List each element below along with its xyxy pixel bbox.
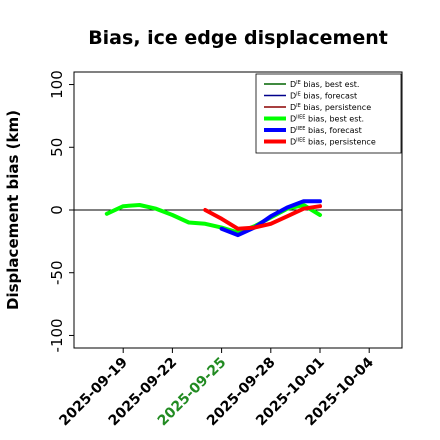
- y-tick-label-1: -50: [48, 260, 66, 285]
- legend-label-3: DIIEE bias, best est.: [290, 115, 364, 124]
- legend: DIE bias, best est. DIE bias, forecast DIE…: [255, 73, 402, 154]
- y-tick-label-4: 100: [48, 70, 66, 99]
- y-tick-label-0: -100: [48, 318, 66, 352]
- legend-label-4: DIIEE bias, forecast: [290, 126, 362, 135]
- series-line-4: [219, 199, 322, 238]
- chart-title: Bias, ice edge displacement: [88, 27, 388, 49]
- y-tick-label-3: 50: [48, 138, 66, 157]
- legend-label-0: DIE bias, best est.: [290, 80, 359, 89]
- series-line-5: [203, 204, 322, 231]
- legend-label-5: DIIEE bias, persistence: [290, 138, 376, 147]
- y-axis-label: Displacement bias (km): [4, 110, 22, 310]
- legend-label-1: DIE bias, forecast: [290, 92, 357, 101]
- legend-label-2: DIE bias, persistence: [290, 103, 371, 112]
- y-tick-label-2: 0: [48, 205, 66, 215]
